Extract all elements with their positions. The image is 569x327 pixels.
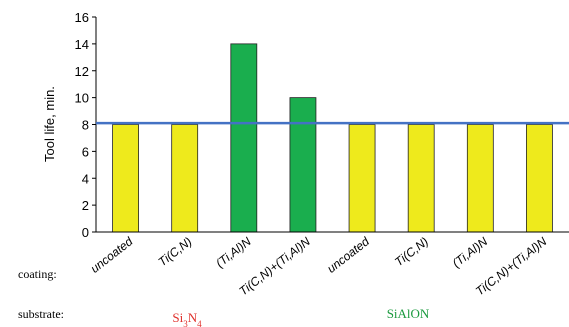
y-tick-label-8: 16	[75, 10, 89, 25]
y-tick-label-6: 12	[75, 64, 89, 79]
substrate-row-label: substrate:	[18, 307, 64, 321]
x-tick-label-2: (Ti,Al)N	[213, 234, 254, 270]
plot-area: 0 2 4 6 8 10 12 14 16 uncoated Ti(C,N) (Ti,Al)N Ti(C…	[75, 10, 569, 298]
y-tick-label-0: 0	[82, 225, 89, 240]
y-tick-label-2: 4	[82, 171, 89, 186]
substrate-label-si3n4: Si3N4	[172, 310, 202, 327]
x-tick-label-1: Ti(C,N)	[156, 234, 195, 269]
y-tick-label-4: 8	[82, 118, 89, 133]
coating-row-label: coating:	[18, 267, 57, 281]
y-tick-label-1: 2	[82, 198, 89, 213]
x-tick-label-5: Ti(C,N)	[392, 234, 431, 269]
bar-1	[171, 124, 199, 233]
x-tick-label-0: uncoated	[88, 234, 136, 276]
y-tick-label-5: 10	[75, 91, 89, 106]
x-tick-label-6: (Ti,Al)N	[450, 234, 491, 270]
y-axis-label: Tool life, min.	[42, 86, 57, 162]
x-tick-label-4: uncoated	[324, 234, 372, 276]
substrate-label-sialon: SiAlON	[387, 306, 430, 321]
bar-4	[348, 124, 376, 233]
bar-0	[112, 124, 139, 233]
bar-5	[407, 124, 435, 233]
y-tick-label-7: 14	[75, 37, 89, 52]
bar-3	[289, 97, 317, 233]
y-tick-label-3: 6	[82, 144, 89, 159]
bar-7	[526, 124, 553, 233]
bar-6	[466, 124, 494, 233]
bar-2	[230, 43, 258, 233]
